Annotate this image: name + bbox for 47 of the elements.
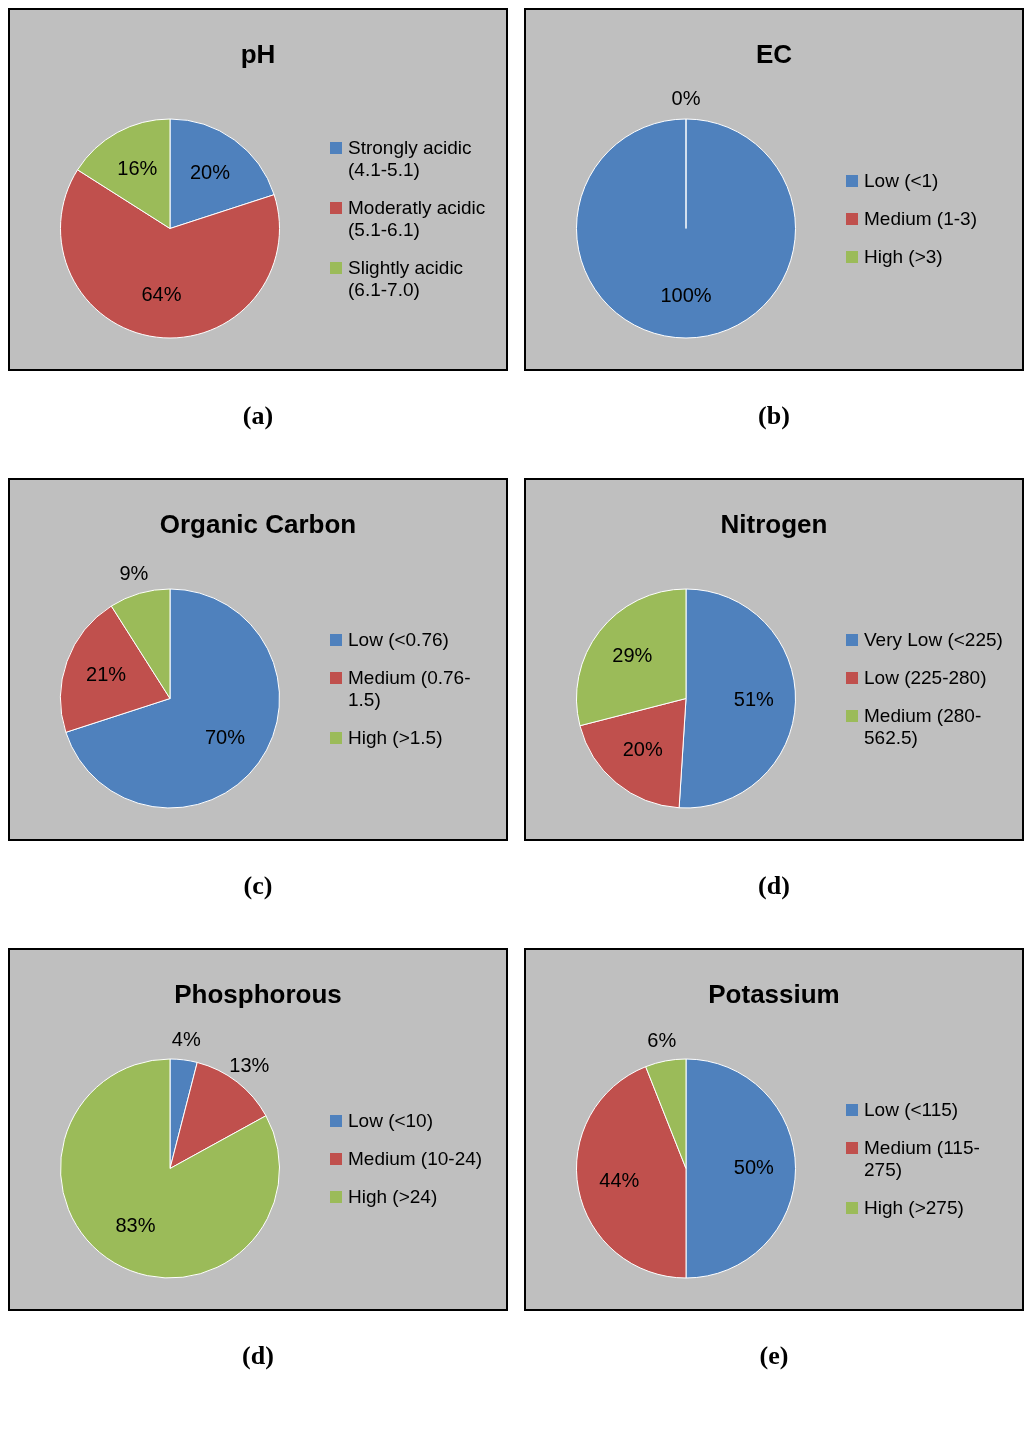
chart-title: pH [239,38,277,70]
legend-label: Low (225-280) [864,666,987,689]
legend-label: Slightly acidic (6.1-7.0) [348,256,465,301]
data-label: 20% [622,738,663,761]
legend-label: High (>3) [864,245,943,268]
legend-label: Very Low (<225) [864,628,1003,651]
data-label: 44% [599,1168,640,1191]
legend-label: Strongly acidic (4.1-5.1) [348,136,473,181]
data-label: 6% [647,1028,677,1051]
data-label: 13% [229,1053,270,1076]
chart-title: Nitrogen [719,508,829,540]
data-label: 100% [660,283,712,306]
data-label: 21% [86,663,127,686]
legend-label: Low (<0.76) [348,628,449,651]
legend-label: High (>24) [348,1185,438,1208]
data-label: 83% [115,1214,156,1237]
text: (d) [758,871,790,901]
data-label: 29% [612,644,653,667]
chart-title: EC [754,38,794,70]
text: (d) [242,1341,274,1371]
text: (e) [759,1341,789,1371]
legend-label: Medium (10-24) [348,1147,483,1170]
legend-label: High (>1.5) [348,726,443,749]
chart-title: Phosphorous [173,978,343,1010]
data-label: 9% [119,561,149,584]
legend-label: Medium (1-3) [864,207,977,230]
legend-label: Moderatly acidic (5.1-6.1) [348,196,487,241]
text: (a) [242,401,274,431]
legend-label: Low (<10) [348,1109,434,1132]
legend-label: Medium (280-562.5) [864,704,983,749]
legend-label: Low (<1) [864,169,939,192]
legend-label: High (>275) [864,1196,964,1219]
data-label: 20% [189,161,231,184]
data-label: 70% [204,725,246,748]
legend-label: Low (<115) [864,1098,959,1121]
text: (c) [243,871,273,901]
data-label: 50% [733,1156,775,1179]
legend-label: Medium (115-275) [864,1136,981,1181]
data-label: 16% [117,156,158,179]
chart-title: Potassium [707,978,841,1010]
data-label: 51% [733,688,775,711]
data-label: 64% [141,283,182,306]
chart-title: Organic Carbon [158,508,358,540]
legend-label: Medium (0.76-1.5) [348,666,472,711]
text: (b) [758,401,790,431]
data-label: 4% [171,1027,201,1050]
text: 0% [671,86,701,109]
